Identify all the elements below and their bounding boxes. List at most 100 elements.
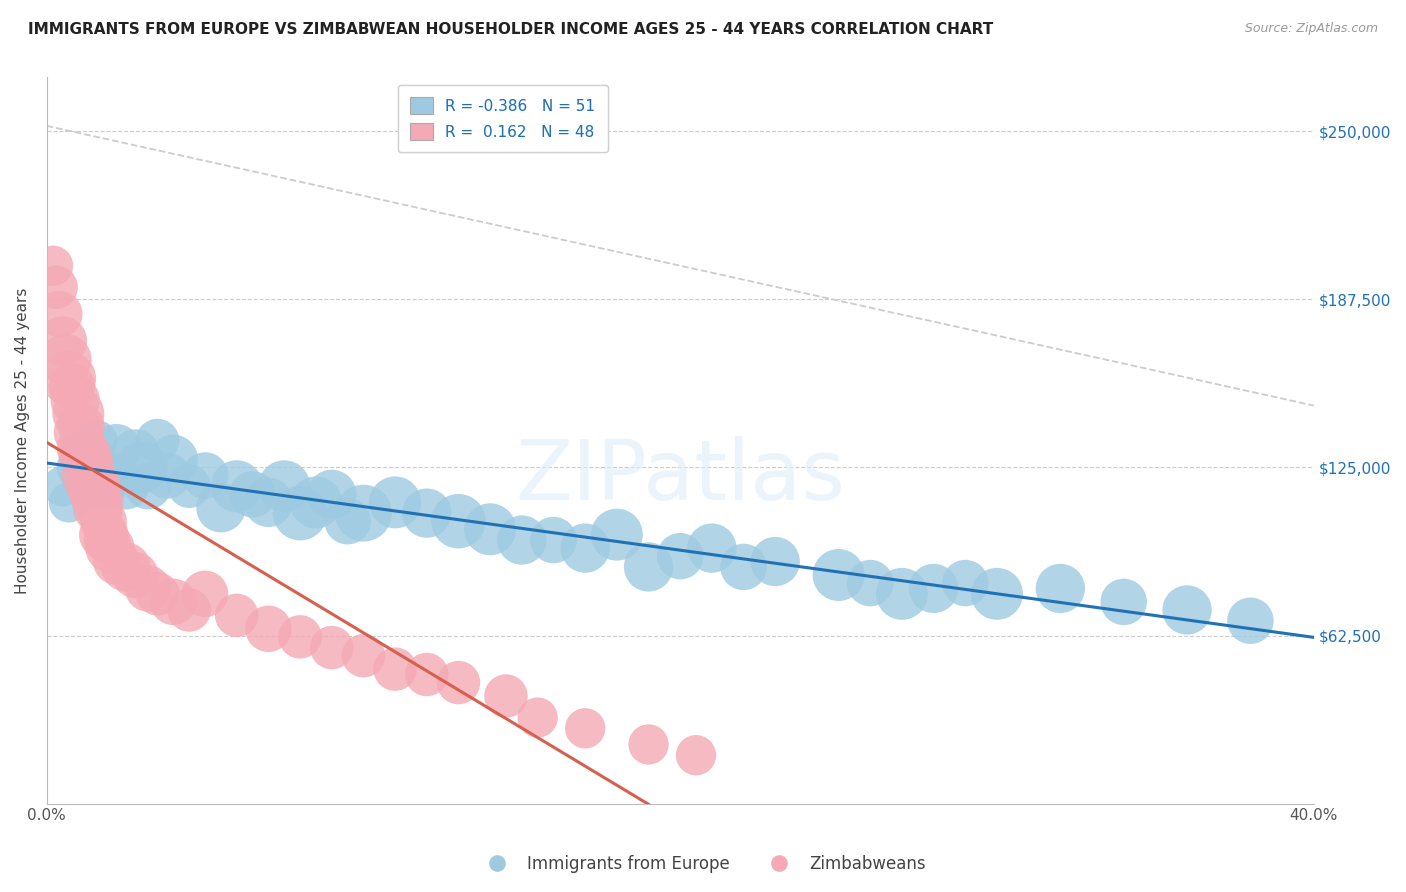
Point	[93, 527, 115, 541]
Point	[669, 549, 692, 564]
Point	[416, 667, 439, 681]
Point	[955, 576, 977, 591]
Point	[136, 479, 159, 493]
Point	[98, 541, 121, 555]
Point	[124, 568, 146, 582]
Point	[257, 622, 280, 636]
Point	[131, 460, 153, 475]
Point	[80, 460, 103, 475]
Point	[115, 560, 138, 574]
Point	[76, 468, 98, 483]
Point	[194, 468, 217, 483]
Point	[67, 425, 90, 440]
Point	[93, 514, 115, 528]
Point	[58, 495, 80, 509]
Point	[763, 555, 786, 569]
Point	[73, 447, 96, 461]
Point	[495, 689, 517, 703]
Point	[336, 514, 359, 528]
Point	[1175, 603, 1198, 617]
Point	[257, 495, 280, 509]
Point	[1239, 614, 1261, 628]
Point	[305, 495, 328, 509]
Point	[416, 506, 439, 520]
Point	[352, 506, 374, 520]
Point	[89, 506, 111, 520]
Point	[96, 533, 118, 547]
Point	[637, 738, 659, 752]
Point	[384, 662, 406, 676]
Point	[479, 522, 502, 536]
Point	[273, 479, 295, 493]
Point	[194, 587, 217, 601]
Point	[288, 506, 311, 520]
Point	[89, 495, 111, 509]
Point	[136, 582, 159, 596]
Point	[162, 452, 184, 467]
Point	[543, 533, 565, 547]
Point	[321, 487, 343, 501]
Point	[86, 500, 108, 515]
Point	[526, 710, 548, 724]
Point	[321, 640, 343, 655]
Point	[105, 555, 128, 569]
Point	[733, 560, 755, 574]
Point	[447, 675, 470, 690]
Point	[179, 479, 201, 493]
Point	[986, 587, 1008, 601]
Point	[146, 587, 169, 601]
Point	[209, 500, 232, 515]
Point	[447, 514, 470, 528]
Point	[67, 407, 90, 421]
Point	[115, 479, 138, 493]
Point	[574, 541, 596, 555]
Point	[42, 259, 65, 273]
Point	[352, 648, 374, 663]
Point	[859, 576, 882, 591]
Point	[98, 468, 121, 483]
Y-axis label: Householder Income Ages 25 - 44 years: Householder Income Ages 25 - 44 years	[15, 287, 30, 594]
Point	[60, 380, 83, 394]
Point	[58, 372, 80, 386]
Point	[70, 442, 93, 456]
Point	[80, 479, 103, 493]
Point	[156, 468, 179, 483]
Legend: R = -0.386   N = 51, R =  0.162   N = 48: R = -0.386 N = 51, R = 0.162 N = 48	[398, 85, 607, 152]
Point	[922, 582, 945, 596]
Point	[73, 447, 96, 461]
Point	[83, 487, 105, 501]
Text: ZIPatlas: ZIPatlas	[515, 436, 845, 517]
Point	[146, 434, 169, 448]
Point	[162, 595, 184, 609]
Point	[225, 479, 247, 493]
Point	[51, 479, 73, 493]
Legend: Immigrants from Europe, Zimbabweans: Immigrants from Europe, Zimbabweans	[474, 848, 932, 880]
Point	[606, 527, 628, 541]
Point	[225, 608, 247, 623]
Point	[51, 334, 73, 348]
Point	[55, 352, 77, 367]
Point	[1049, 582, 1071, 596]
Point	[45, 280, 67, 294]
Point	[242, 487, 264, 501]
Point	[891, 587, 914, 601]
Text: Source: ZipAtlas.com: Source: ZipAtlas.com	[1244, 22, 1378, 36]
Point	[1112, 595, 1135, 609]
Point	[63, 393, 86, 408]
Point	[637, 560, 659, 574]
Point	[86, 479, 108, 493]
Point	[510, 533, 533, 547]
Point	[124, 447, 146, 461]
Point	[700, 541, 723, 555]
Point	[574, 721, 596, 735]
Point	[48, 307, 70, 321]
Point	[83, 474, 105, 488]
Point	[76, 452, 98, 467]
Point	[685, 748, 707, 763]
Point	[93, 479, 115, 493]
Text: IMMIGRANTS FROM EUROPE VS ZIMBABWEAN HOUSEHOLDER INCOME AGES 25 - 44 YEARS CORRE: IMMIGRANTS FROM EUROPE VS ZIMBABWEAN HOU…	[28, 22, 994, 37]
Point	[827, 568, 849, 582]
Point	[179, 603, 201, 617]
Point	[67, 460, 90, 475]
Point	[384, 495, 406, 509]
